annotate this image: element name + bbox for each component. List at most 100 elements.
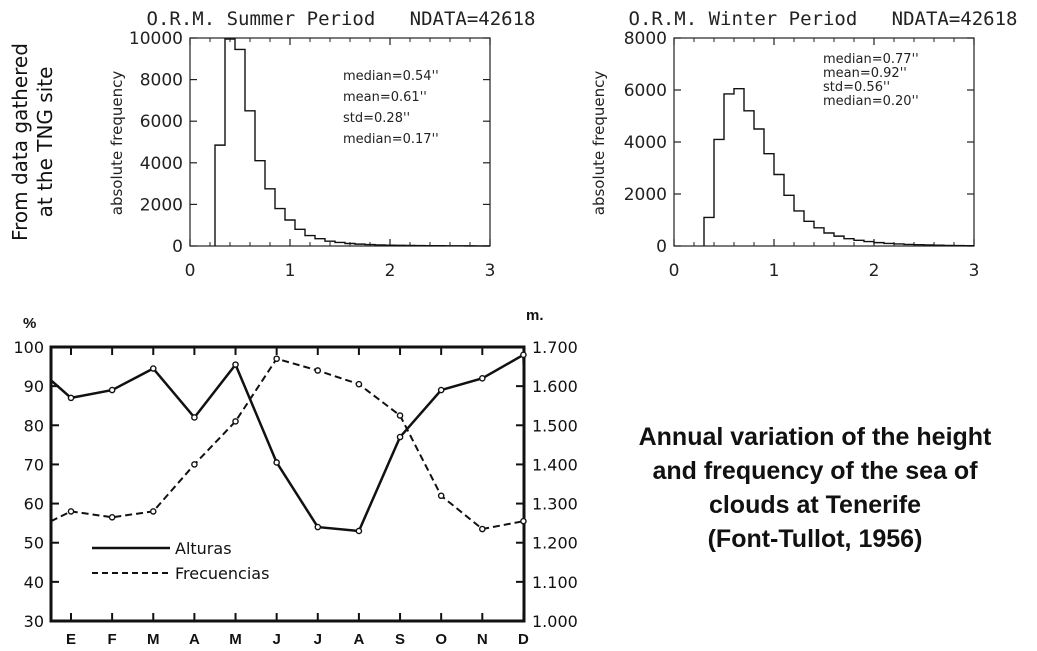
- right-ytick-label-3: 1.300: [532, 495, 578, 514]
- h2-stat-3: median=0.20'': [823, 94, 919, 109]
- h2-stat-0: median=0.77'': [823, 52, 919, 67]
- figure-caption: Annual variation of the height and frequ…: [600, 420, 1030, 556]
- series-alturas-point-11: [520, 351, 527, 359]
- h2-xtick-label-2: 2: [869, 261, 880, 281]
- summer-histogram-ticks: 0 1 2 3 0 2000 4000 6000 8000 10000: [129, 29, 496, 281]
- legend-alturas-label: Alturas: [175, 539, 232, 558]
- right-axis-unit: m.: [526, 307, 544, 324]
- sea-of-clouds-frame: [49, 345, 526, 623]
- series-frecuencias-point-11: [520, 517, 527, 525]
- series-alturas-point-5: [273, 459, 280, 466]
- month-label-5: J: [272, 631, 280, 648]
- side-note: From data gathered at the TNG site: [8, 43, 57, 241]
- series-frecuencias-point-9: [437, 492, 445, 500]
- series-alturas-point-8: [396, 433, 404, 441]
- series-frecuencias-point-6: [314, 367, 322, 374]
- h2-stat-2: std=0.56'': [823, 80, 890, 95]
- month-label-1: F: [108, 631, 117, 648]
- right-ytick-label-4: 1.400: [532, 455, 578, 474]
- left-ytick-label-1: 40: [24, 573, 44, 592]
- h2-ytick-label-4: 8000: [624, 29, 667, 49]
- h2-ytick-label-0: 0: [656, 237, 667, 257]
- h1-stat-2: std=0.28'': [343, 111, 410, 126]
- month-label-9: O: [435, 631, 447, 648]
- series-alturas-point-3: [191, 414, 198, 421]
- month-label-6: J: [314, 631, 322, 648]
- winter-histogram-ylabel: absolute frequency: [590, 71, 608, 216]
- left-axis-unit: %: [23, 315, 36, 332]
- series-frecuencias-point-1: [108, 513, 116, 521]
- h1-ytick-label-4: 8000: [140, 71, 183, 91]
- series-alturas-point-9: [437, 386, 445, 394]
- series-alturas-point-4: [232, 361, 239, 368]
- series-frecuencias-point-7: [355, 380, 363, 388]
- right-ytick-label-7: 1.700: [532, 338, 578, 357]
- side-note-line-2: at the TNG site: [33, 67, 57, 218]
- h1-xtick-label-3: 3: [485, 261, 496, 281]
- h2-ytick-label-3: 6000: [624, 81, 667, 101]
- caption-line-3: clouds at Tenerife: [708, 491, 922, 519]
- series-alturas-point-0: [67, 394, 75, 402]
- caption-line-1: Annual variation of the height: [638, 423, 992, 451]
- h2-xtick-label-3: 3: [969, 261, 980, 281]
- left-ytick-label-7: 100: [13, 338, 44, 357]
- h2-ytick-label-1: 2000: [624, 185, 667, 205]
- caption-line-2: and frequency of the sea of: [652, 457, 978, 485]
- winter-histogram-title: O.R.M. Winter Period NDATA=42618: [629, 8, 1018, 30]
- sea-of-clouds-series: [50, 351, 527, 535]
- summer-histogram-ylabel: absolute frequency: [108, 71, 126, 216]
- legend: Alturas Frecuencias: [92, 539, 269, 583]
- winter-histogram-ticks: 0 1 2 3 0 2000 4000 6000 8000: [624, 29, 980, 281]
- summer-histogram-title: O.R.M. Summer Period NDATA=42618: [147, 8, 536, 30]
- series-alturas-point-6: [314, 523, 322, 531]
- series-alturas-point-7: [355, 527, 363, 535]
- left-ytick-label-2: 50: [24, 534, 44, 553]
- h1-stat-3: median=0.17'': [343, 132, 439, 147]
- h2-stat-1: mean=0.92'': [823, 66, 907, 81]
- h1-ytick-label-3: 6000: [140, 112, 183, 132]
- side-note-line-1: From data gathered: [8, 43, 32, 241]
- month-label-11: D: [518, 631, 529, 648]
- h1-xtick-label-1: 1: [285, 261, 296, 281]
- sea-of-clouds-chart: % m. 30 40 50 60 70 80 90 100 1.000 1.100 1.200 1.3…: [13, 307, 577, 648]
- left-ytick-label-4: 70: [24, 455, 44, 474]
- left-ytick-label-0: 30: [24, 612, 44, 631]
- h1-stat-1: mean=0.61'': [343, 90, 427, 105]
- h1-ytick-label-5: 10000: [129, 29, 183, 49]
- series-alturas-point-2: [149, 365, 157, 372]
- series-frecuencias-point-0: [67, 508, 75, 515]
- right-ytick-label-5: 1.500: [532, 416, 578, 435]
- series-alturas-line: [50, 353, 526, 533]
- series-alturas-point-1: [108, 386, 116, 394]
- series-frecuencias-line: [50, 357, 525, 531]
- h1-xtick-label-0: 0: [185, 261, 196, 281]
- caption-line-4: (Font-Tullot, 1956): [707, 525, 923, 553]
- summer-histogram: O.R.M. Summer Period NDATA=42618 absolut…: [108, 8, 535, 281]
- sea-of-clouds-ticks: 30 40 50 60 70 80 90 100 1.000 1.100 1.200 1.300 1.4…: [13, 338, 577, 648]
- left-ytick-label-6: 90: [24, 377, 44, 396]
- right-ytick-label-1: 1.100: [532, 573, 578, 592]
- left-ytick-label-5: 80: [24, 416, 44, 435]
- h1-ytick-label-1: 2000: [140, 195, 183, 215]
- summer-histogram-stats: median=0.54'' mean=0.61'' std=0.28'' median…: [343, 69, 439, 147]
- h2-xtick-label-1: 1: [769, 261, 780, 281]
- h2-ytick-label-2: 4000: [624, 133, 667, 153]
- winter-histogram-stats: median=0.77''mean=0.92''std=0.56''median…: [823, 52, 919, 109]
- series-alturas-point-10: [479, 375, 486, 382]
- month-label-8: S: [395, 631, 405, 648]
- series-frecuencias-point-2: [149, 508, 157, 515]
- month-label-10: N: [477, 631, 488, 648]
- right-ytick-label-0: 1.000: [532, 612, 578, 631]
- legend-frecuencias-label: Frecuencias: [175, 564, 269, 583]
- series-frecuencias-point-4: [232, 418, 239, 425]
- series-frecuencias-point-8: [396, 412, 404, 419]
- summer-histogram-frame: [189, 37, 491, 247]
- h1-xtick-label-2: 2: [385, 261, 396, 281]
- summer-histogram-bars: [214, 38, 490, 247]
- month-label-7: A: [353, 631, 364, 648]
- series-frecuencias-point-5: [273, 355, 280, 363]
- h2-xtick-label-0: 0: [669, 261, 680, 281]
- month-label-4: M: [229, 631, 242, 648]
- right-ytick-label-6: 1.600: [532, 377, 578, 396]
- month-label-0: E: [66, 631, 76, 648]
